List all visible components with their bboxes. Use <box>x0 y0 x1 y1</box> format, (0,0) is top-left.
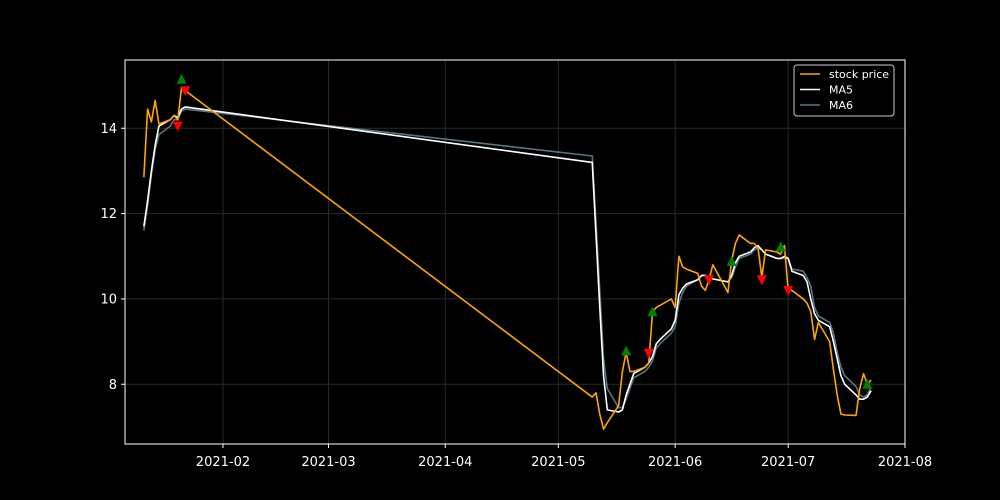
sell-signal-marker <box>172 121 183 132</box>
series-line-stock-price <box>143 86 872 430</box>
buy-signal-marker <box>862 378 873 389</box>
buy-signal-marker <box>176 73 187 84</box>
grid <box>125 60 906 444</box>
x-tick-label: 2021-03 <box>301 455 355 470</box>
x-tick-label: 2021-02 <box>196 455 250 470</box>
sell-signal-marker <box>180 86 191 97</box>
x-tick-label: 2021-07 <box>761 455 815 470</box>
sell-signal-marker <box>704 275 715 286</box>
axes: 2021-02 2021-03 2021-04 2021-05 2021-06 2021-… <box>100 122 932 470</box>
legend-label: MA5 <box>829 84 853 97</box>
y-tick-label: 8 <box>109 378 117 393</box>
buy-signal-marker <box>775 241 786 252</box>
sell-signal-marker <box>643 348 654 359</box>
series-line-ma5 <box>143 106 872 413</box>
y-tick-label: 10 <box>100 292 117 307</box>
x-tick-label: 2021-06 <box>648 455 702 470</box>
signal-markers <box>172 73 873 389</box>
buy-signal-marker <box>647 306 658 317</box>
buy-signal-marker <box>621 345 632 356</box>
plot-frame <box>124 59 906 445</box>
legend-label: stock price <box>829 68 889 81</box>
sell-signal-marker <box>783 285 794 296</box>
legend-box <box>793 64 895 117</box>
x-tick-label: 2021-08 <box>878 455 932 470</box>
legend-label: MA6 <box>829 99 853 112</box>
buy-signal-marker <box>726 255 737 266</box>
x-tick-label: 2021-04 <box>418 455 472 470</box>
x-tick-label: 2021-05 <box>531 455 585 470</box>
y-tick-label: 14 <box>100 122 117 137</box>
sell-signal-marker <box>756 275 767 286</box>
legend: stock price MA5 MA6 <box>793 64 895 117</box>
series-lines <box>143 86 872 430</box>
y-tick-label: 12 <box>100 207 117 222</box>
